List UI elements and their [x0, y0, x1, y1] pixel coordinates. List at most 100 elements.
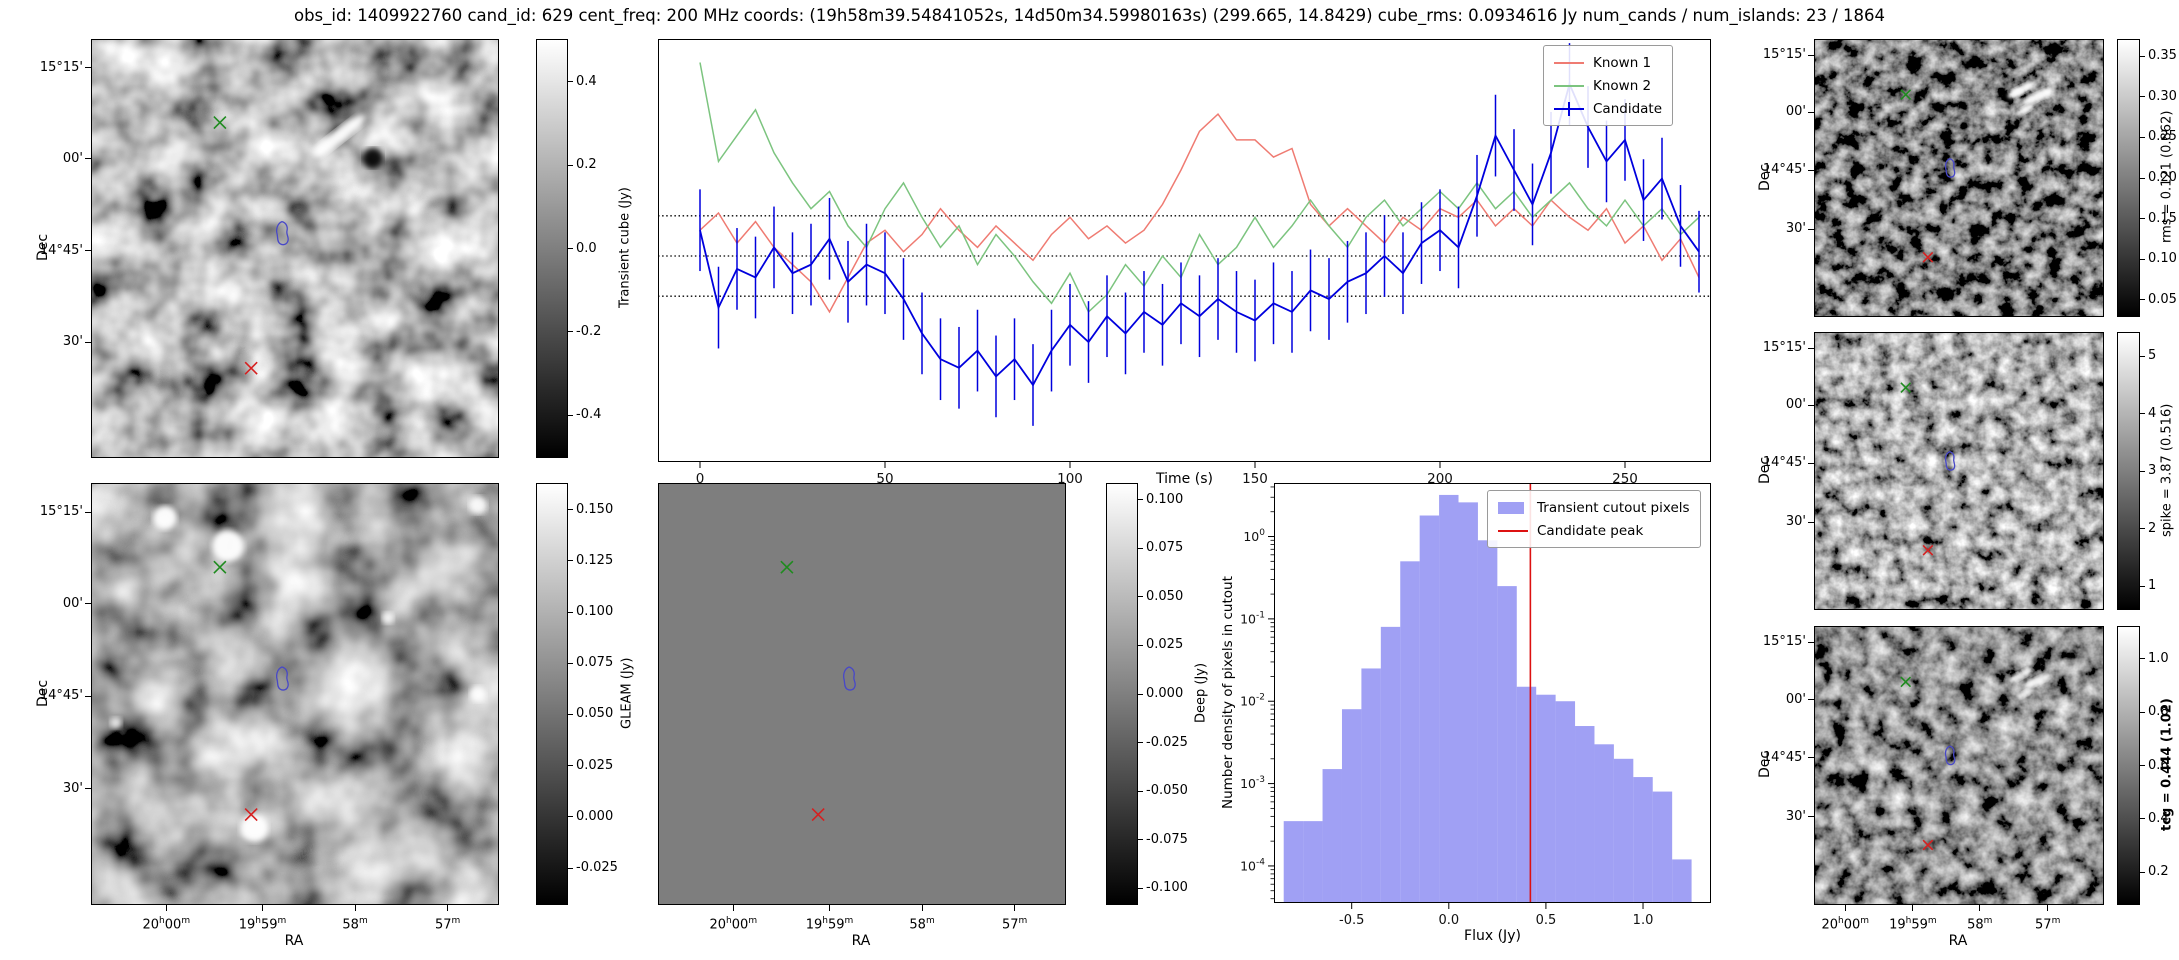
deep-colorbar-label: Deep (Jy)	[1193, 662, 1209, 724]
colorbar-tick-mark	[568, 331, 573, 333]
deep-panel: 20h00m 19h59m 58m 57m	[658, 483, 1066, 932]
noise-image	[1815, 627, 2103, 904]
colorbar-tick-label: 0.000	[1146, 686, 1184, 701]
colorbar-tick-mark	[2140, 136, 2145, 138]
colorbar-tick-label: -0.025	[1146, 734, 1188, 750]
colorbar-tick-label: 0.0	[576, 240, 597, 256]
legend-label: Candidate	[1593, 100, 1663, 117]
y-tick-label: 10-2	[1240, 693, 1265, 709]
dec-tick-label: 15°15'	[1762, 634, 1806, 650]
dec-tick-mark	[1808, 757, 1814, 759]
legend-item-candidate-peak: Candidate peak	[1498, 519, 1690, 542]
dec-tick-label: 00'	[1785, 397, 1806, 413]
ra-axis-label: RA	[284, 933, 304, 949]
hist-bar	[1458, 502, 1478, 903]
legend-label: Known 1	[1593, 54, 1652, 71]
ra-tick-label: 58m	[342, 916, 368, 933]
dec-tick-mark	[85, 158, 91, 160]
axes-frame	[658, 39, 1711, 462]
noise-image	[92, 484, 498, 904]
dec-tick-label: 14°45'	[39, 688, 83, 704]
candidate-contour	[843, 666, 856, 691]
colorbar-tick-mark	[1138, 742, 1143, 744]
colorbar-tick-mark	[2140, 355, 2145, 357]
colorbar-tick-label: 0.6	[2148, 757, 2169, 773]
x-tick-label: 0.5	[1536, 913, 1557, 928]
colorbar-tick-label: 0.4	[576, 73, 597, 89]
ra-tick-label: 57m	[2035, 916, 2061, 933]
colorbar-tick-label: 4	[2148, 405, 2157, 421]
colorbar-tick-mark	[2140, 413, 2145, 414]
colorbar-tick-mark	[2140, 299, 2145, 301]
green-cross-marker	[1900, 382, 1912, 394]
bright-source-cluster	[2007, 81, 2053, 116]
dec-tick-mark	[1808, 641, 1814, 643]
colorbar-tick-label: -0.2	[576, 323, 602, 339]
colorbar-tick-mark	[2140, 470, 2145, 472]
histogram-y-axis-label: Number density of pixels in cutout	[1220, 576, 1236, 810]
lightcurve-panel: 0 50 100 150 200 250	[658, 39, 1711, 487]
histogram-panel: -0.5 0.0 0.5 1.0 100 10-1 10-2 10-3 10-4	[1240, 483, 1711, 928]
gleam-image	[92, 484, 498, 904]
colorbar-tick-mark	[568, 662, 573, 664]
uniform-image	[659, 484, 1065, 904]
rms-image	[1815, 40, 2103, 316]
known1-line-sample	[1554, 56, 1584, 70]
hist-bar	[1400, 561, 1420, 903]
gleam-colorbar-label: GLEAM (Jy)	[619, 657, 635, 729]
ra-axis-label: RA	[1948, 933, 1968, 949]
candidate-line	[699, 81, 1700, 387]
dec-tick-label: 00'	[62, 150, 83, 166]
hist-bar	[1439, 494, 1459, 903]
colorbar-tick-label: 0.8	[2148, 704, 2169, 720]
ra-tick-mark	[1844, 905, 1846, 911]
red-cross-marker	[244, 361, 258, 375]
colorbar-tick-mark	[568, 611, 573, 613]
red-cross-marker	[811, 807, 825, 822]
hist-bar	[1555, 701, 1576, 903]
dec-tick-mark	[1808, 699, 1814, 701]
colorbar-tick-label: 0.100	[1146, 491, 1184, 507]
transient-cube-panel: 15°15' 00' 14°45' 30'	[40, 39, 499, 458]
ra-tick-mark	[165, 905, 167, 911]
hist-bar	[1594, 744, 1614, 903]
dec-tick-label: 15°15'	[39, 504, 83, 520]
noise-image	[1815, 333, 2103, 609]
colorbar-tick-label: 0.075	[576, 655, 614, 671]
hist-bar	[1380, 626, 1401, 903]
candidate-peak-line-sample	[1498, 524, 1528, 538]
ra-tick-label: 58m	[1967, 916, 1993, 933]
colorbar-tick-label: 0.2	[576, 157, 597, 173]
dec-axis-label: Dec	[35, 679, 51, 707]
colorbar-tick-mark	[1138, 644, 1143, 646]
known2-line-sample	[1554, 79, 1584, 93]
colorbar-tick-mark	[568, 560, 573, 562]
dec-tick-mark	[85, 788, 91, 789]
y-tick-label: 10-1	[1240, 610, 1265, 626]
colorbar-tick-mark	[1138, 499, 1143, 501]
colorbar-tick-mark	[1138, 839, 1143, 841]
hist-bar	[1536, 694, 1556, 903]
ra-tick-label: 57m	[1001, 916, 1028, 933]
dec-tick-mark	[1808, 462, 1814, 464]
dec-tick-mark	[85, 511, 91, 513]
transient-cube-colorbar-label: Transient cube (Jy)	[617, 187, 633, 308]
noise-image	[1815, 40, 2103, 316]
histogram-legend: Transient cutout pixels Candidate peak	[1487, 490, 1701, 548]
dec-axis-label: Dec	[35, 233, 51, 262]
dec-tick-mark	[85, 250, 91, 252]
x-tick-label: 150	[1242, 471, 1268, 487]
ra-tick-mark	[732, 905, 734, 911]
dec-tick-mark	[85, 603, 91, 605]
dec-tick-mark	[1808, 111, 1814, 113]
histogram-chart: -0.5 0.0 0.5 1.0 100 10-1 10-2 10-3 10-4	[1240, 483, 1711, 928]
tcg-colorbar-label: tcg = 0.444 (1.02)	[2159, 698, 2175, 831]
red-cross-marker	[1922, 839, 1934, 851]
colorbar-tick-label: 0.075	[1146, 540, 1184, 556]
colorbar-tick-mark	[568, 248, 573, 249]
dec-tick-label: 00'	[1785, 104, 1806, 120]
dec-tick-mark	[1808, 521, 1814, 523]
dec-tick-mark	[1808, 228, 1814, 230]
red-cross-marker	[244, 807, 258, 822]
colorbar-tick-label: 0.100	[576, 604, 614, 620]
